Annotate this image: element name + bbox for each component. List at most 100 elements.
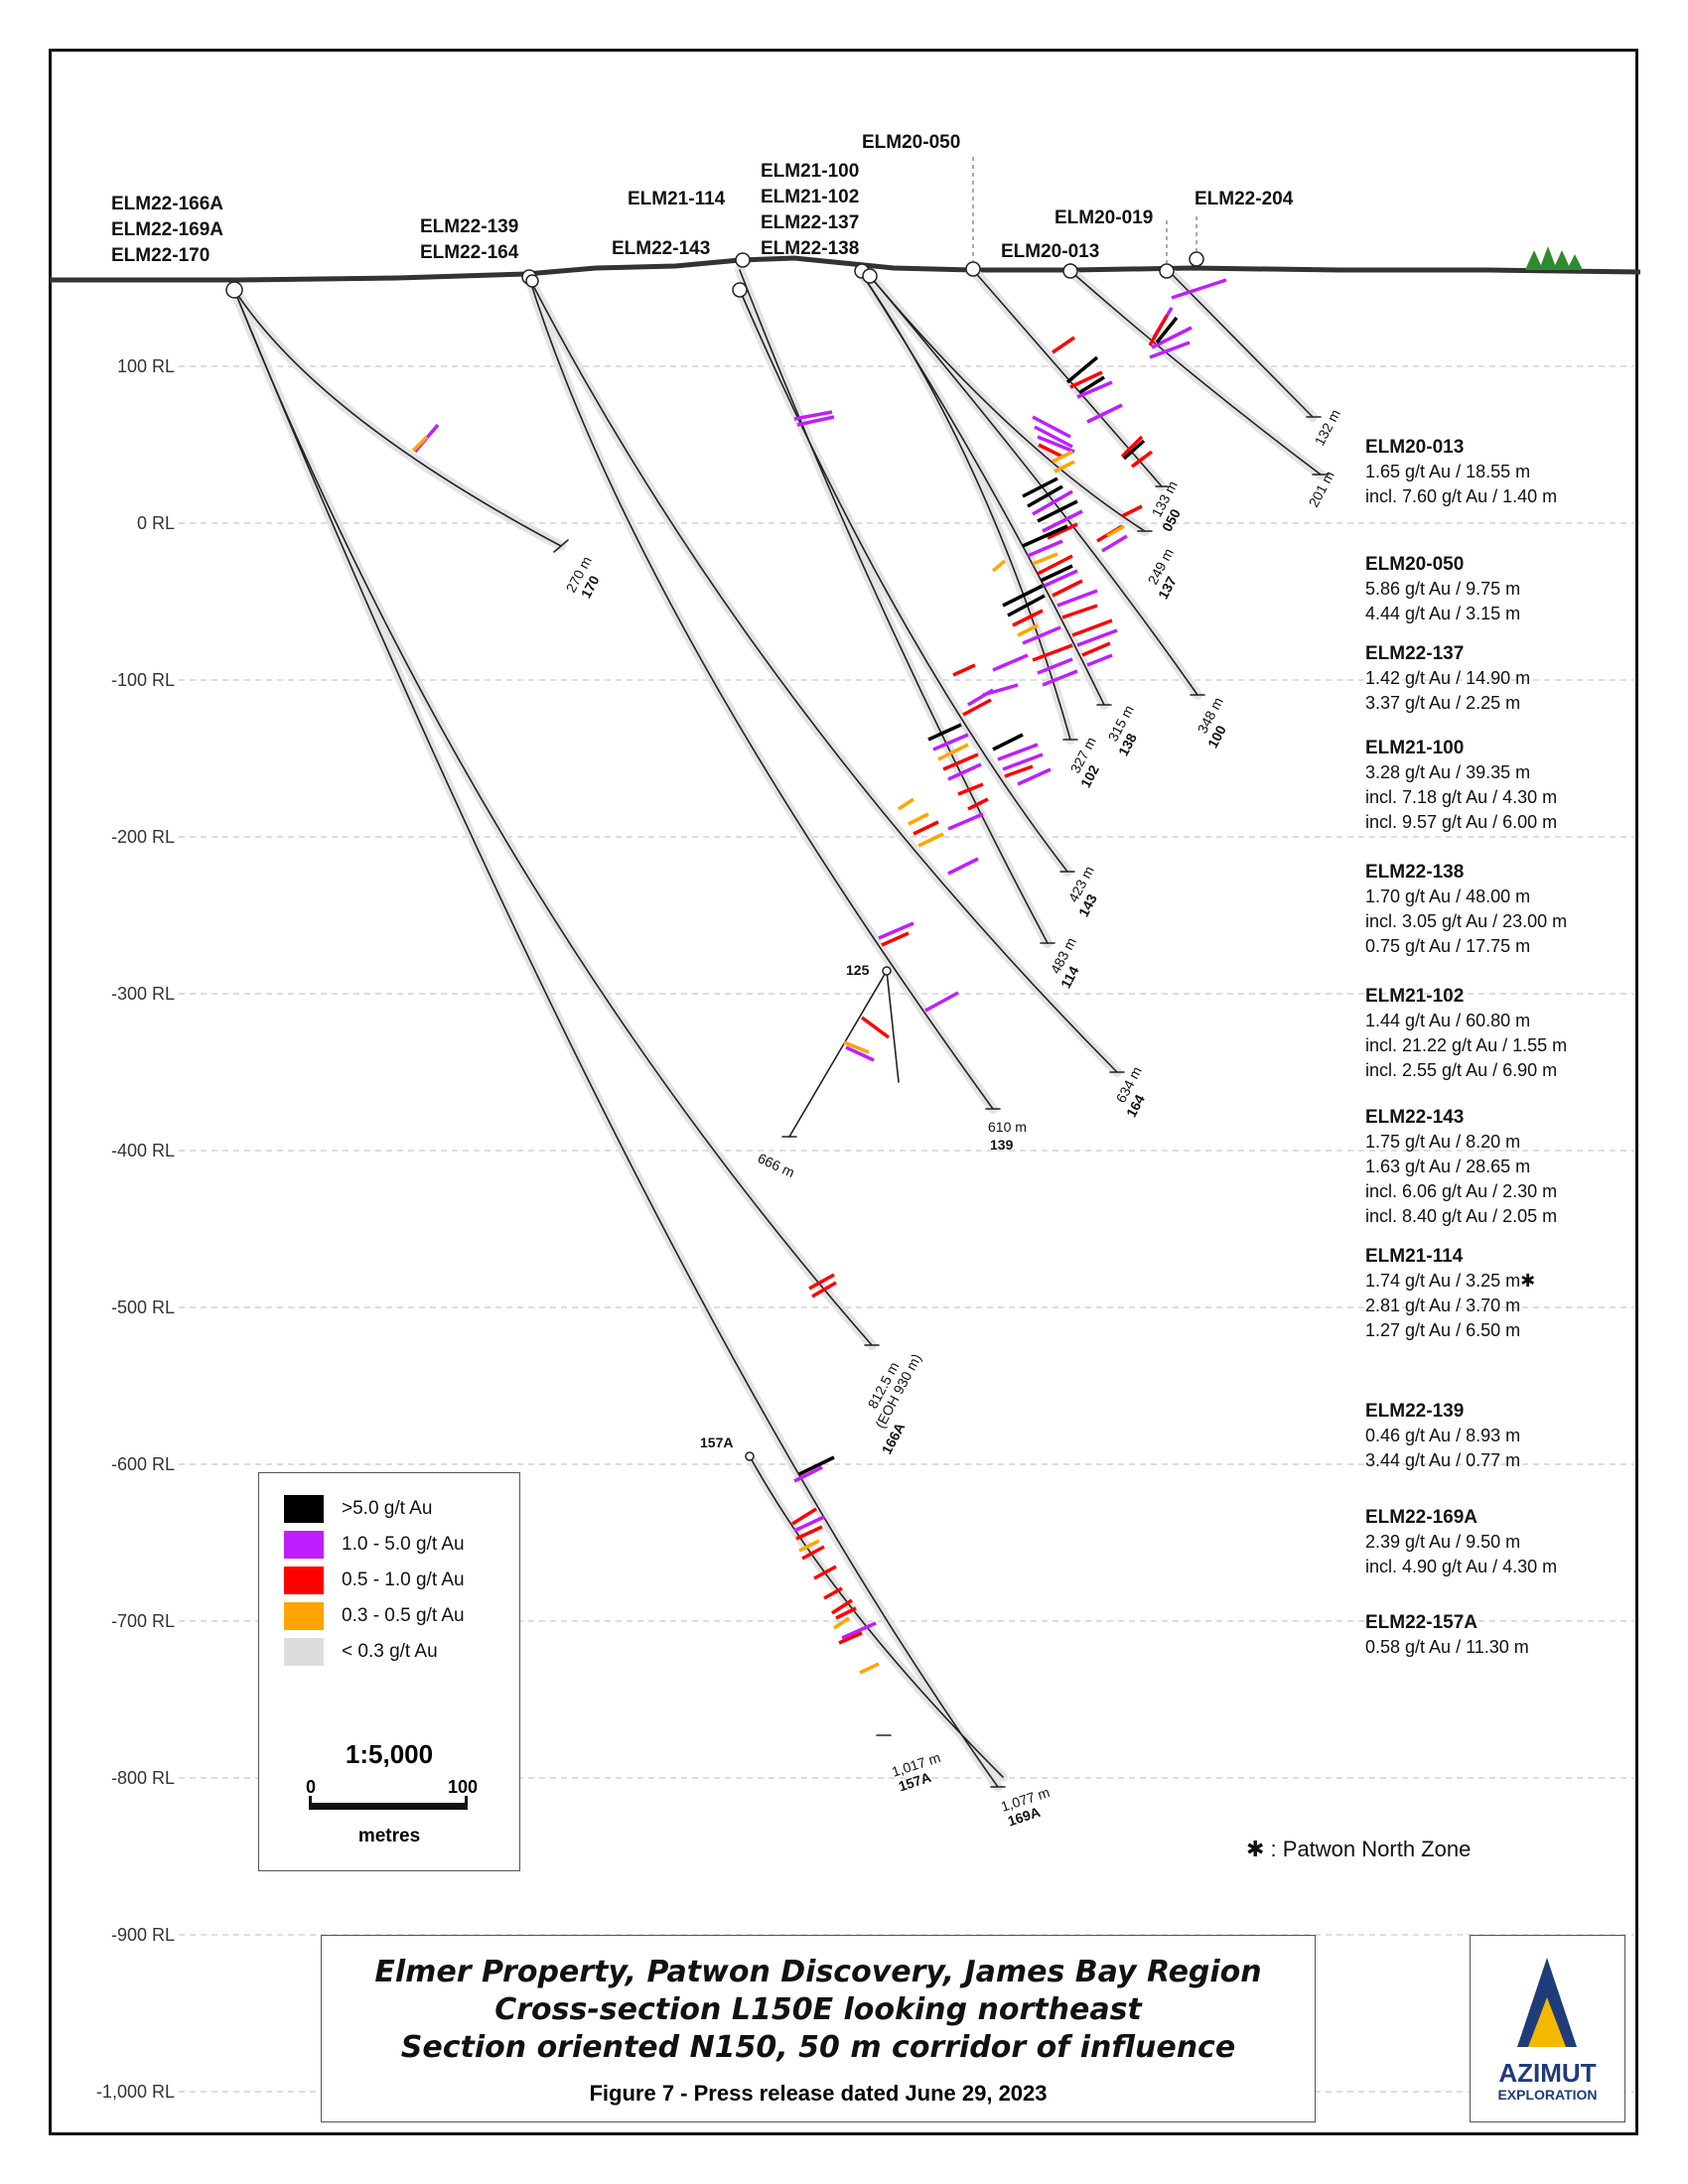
intercept-gt5 [1007, 594, 1046, 617]
depth-label: 201 m [1306, 469, 1337, 510]
legend: >5.0 g/t Au 1.0 - 5.0 g/t Au 0.5 - 1.0 g… [258, 1472, 520, 1871]
intercept-05-1 [1120, 435, 1144, 459]
intercept-1-5 [1151, 326, 1193, 349]
intercept-03-05 [1032, 552, 1058, 566]
intercept-03-05 [898, 797, 914, 811]
legend-label: < 0.3 g/t Au [342, 1641, 438, 1662]
intercept-05-1 [1069, 370, 1103, 389]
intercept-1-5 [793, 1515, 825, 1533]
result-line: 1.65 g/t Au / 18.55 m [1365, 462, 1530, 481]
wedge-125 [788, 970, 888, 1138]
rl-labels: 100 RL 0 RL -100 RL -200 RL -300 RL -400… [96, 356, 175, 2102]
legend-swatch [284, 1638, 324, 1666]
intercept-03-05 [917, 832, 944, 848]
intercept-1-5 [1034, 425, 1073, 449]
intercept-03-05 [1017, 623, 1039, 637]
wedge-collar-icon [745, 1451, 755, 1461]
hole-label: ELM22-143 [612, 238, 710, 259]
intercept-05-1 [811, 1281, 837, 1298]
intercept-1-5 [967, 688, 994, 707]
hole-label: ELM20-019 [1055, 207, 1153, 228]
title-line: Section oriented N150, 50 m corridor of … [400, 2030, 1236, 2065]
intercept-05-1 [1121, 504, 1143, 518]
figure-caption: Figure 7 - Press release dated June 29, … [589, 2081, 1048, 2106]
intercept-1-5 [1042, 509, 1083, 533]
result-hole: ELM22-139 [1365, 1401, 1464, 1422]
rl-label: -200 RL [111, 827, 175, 847]
label-leaders [972, 157, 1197, 264]
wedge-label: 157A [700, 1434, 733, 1450]
intercept-gt5 [1037, 499, 1078, 523]
intercept-05-1 [1032, 643, 1073, 662]
collar-icon [525, 274, 539, 288]
eoh-tick [553, 539, 569, 553]
intercept-gt5 [1079, 375, 1105, 394]
intercept-1-5 [796, 415, 835, 427]
result-line: incl. 9.57 g/t Au / 6.00 m [1365, 812, 1557, 832]
intercept-05-1 [801, 1545, 825, 1561]
collar-icon [1062, 263, 1078, 279]
intercept-1-5 [845, 1045, 875, 1062]
hole-labels: ELM22-166A ELM22-169A ELM22-170 ELM22-13… [111, 132, 1294, 266]
azimut-logo: AZIMUT EXPLORATION [1470, 1935, 1625, 2122]
result-line: 1.44 g/t Au / 60.80 m [1365, 1011, 1530, 1030]
intercept-05-1 [1052, 579, 1083, 598]
intercept-05-1 [1012, 609, 1044, 627]
result-line: 5.86 g/t Au / 9.75 m [1365, 579, 1520, 599]
intercept-1-5 [1086, 653, 1113, 667]
legend-item: 0.3 - 0.5 g/t Au [284, 1602, 465, 1630]
intercept-1-5 [1032, 489, 1073, 516]
intercept-gt5 [1122, 439, 1146, 461]
drill-holes [229, 264, 1330, 1792]
intercept-1-5 [947, 762, 982, 781]
intercept-05-1 [957, 782, 984, 796]
result-line: 2.81 g/t Au / 3.70 m [1365, 1296, 1520, 1315]
intercept-03-05 [937, 743, 969, 761]
result-line: 1.27 g/t Au / 6.50 m [1365, 1320, 1520, 1340]
hole-trace-157A [749, 1455, 1004, 1778]
intercept-gt5 [992, 733, 1024, 751]
intercept-05-1 [1081, 641, 1111, 657]
logo-mark-icon [1517, 1958, 1577, 2047]
legend-swatch [284, 1495, 324, 1523]
result-line: 1.75 g/t Au / 8.20 m [1365, 1132, 1520, 1152]
depth-label: 610 m [988, 1119, 1027, 1135]
intercept-1-5 [793, 410, 833, 421]
collar-icon [225, 281, 243, 299]
intercept-03-05 [991, 559, 1007, 573]
result-line: incl. 21.22 g/t Au / 1.55 m [1365, 1035, 1567, 1055]
intercept-1-5 [1149, 341, 1191, 359]
intercept-1-5 [1171, 278, 1227, 300]
result-line: 4.44 g/t Au / 3.15 m [1365, 604, 1520, 623]
hole-trace-164 [528, 277, 1118, 1073]
collar-icon [1159, 263, 1175, 279]
hole-label: ELM22-164 [420, 242, 519, 263]
intercept-05-1 [1148, 315, 1169, 346]
scale-max-label: 100 [448, 1777, 479, 1797]
intercept-1-5 [924, 991, 959, 1013]
result-hole: ELM21-114 [1365, 1246, 1464, 1267]
hole-trace-halo [524, 273, 1122, 1077]
assay-results: ELM20-013 1.65 g/t Au / 18.55 m incl. 7.… [1365, 437, 1567, 1657]
result-hole: ELM22-157A [1365, 1612, 1477, 1633]
scale-min-label: 0 [306, 1777, 317, 1797]
hole-label: ELM21-100 [761, 161, 859, 182]
intercept-gt5 [1155, 316, 1179, 344]
intercept-03-05 [833, 1616, 850, 1630]
rl-label: -700 RL [111, 1611, 175, 1631]
result-line: incl. 7.18 g/t Au / 4.30 m [1365, 787, 1557, 807]
hole-label: ELM22-170 [111, 245, 210, 266]
result-line: 3.28 g/t Au / 39.35 m [1365, 762, 1530, 782]
rl-label: -1,000 RL [96, 2082, 175, 2102]
intercept-05-1 [1061, 604, 1098, 619]
title-line: Cross-section L150E looking northeast [494, 1992, 1142, 2027]
legend-swatch [284, 1531, 324, 1559]
legend-label: 0.5 - 1.0 g/t Au [342, 1570, 465, 1590]
intercept-03-05 [859, 1662, 880, 1675]
intercept-1-5 [1027, 539, 1063, 558]
hole-trace-halo [229, 285, 877, 1350]
intercept-03-05 [1106, 524, 1125, 538]
legend-item: 1.0 - 5.0 g/t Au [284, 1531, 465, 1559]
depth-label: 132 m [1312, 407, 1343, 449]
intercept-05-1 [823, 1586, 843, 1600]
